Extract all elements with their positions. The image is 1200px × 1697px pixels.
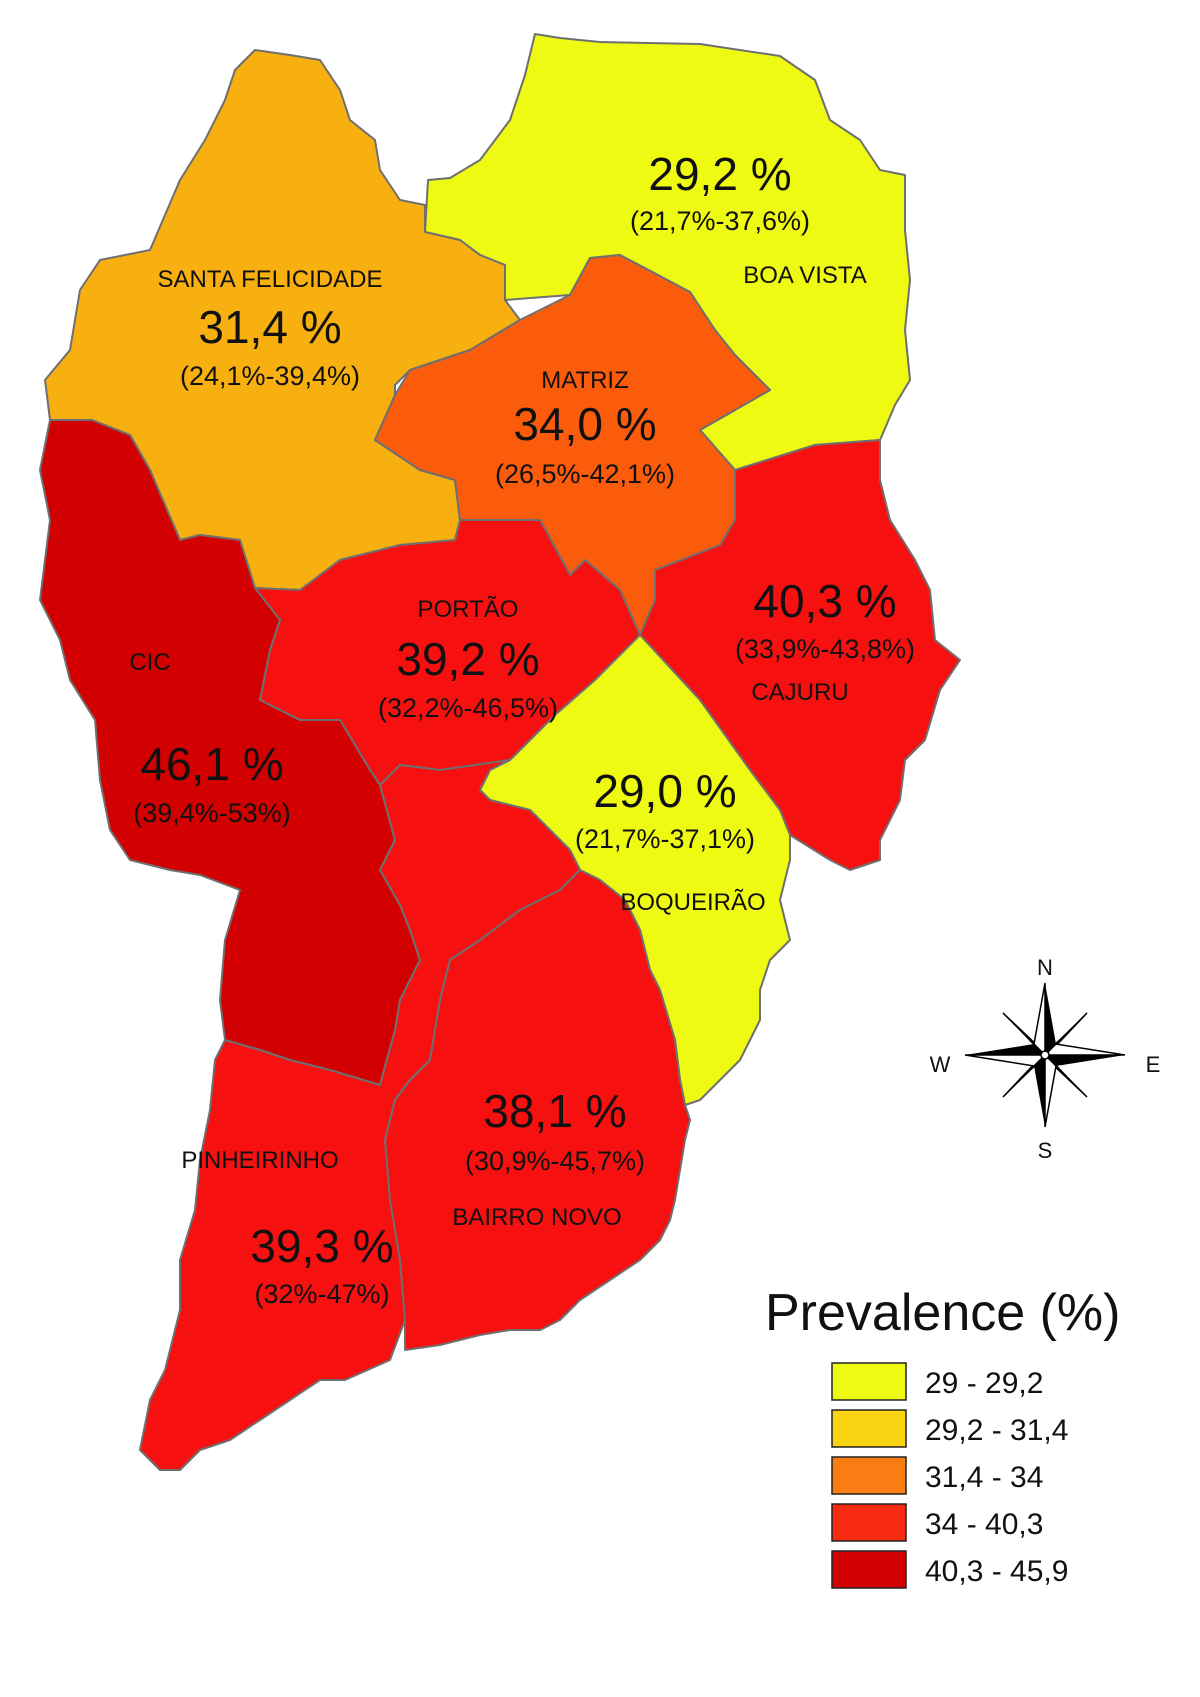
region-ci-boqueirao: (21,7%-37,1%) bbox=[575, 824, 755, 854]
region-ci-matriz: (26,5%-42,1%) bbox=[495, 459, 675, 489]
region-name-santa-felicidade: SANTA FELICIDADE bbox=[158, 266, 383, 293]
region-value-pinheirinho: 39,3 % bbox=[250, 1220, 393, 1272]
region-ci-bairro-novo: (30,9%-45,7%) bbox=[465, 1146, 645, 1176]
region-value-portao: 39,2 % bbox=[396, 633, 539, 685]
region-bairro-novo[interactable] bbox=[384, 869, 691, 1351]
region-name-pinheirinho: PINHEIRINHO bbox=[181, 1147, 338, 1174]
region-ci-cic: (39,4%-53%) bbox=[133, 798, 291, 828]
legend-swatch-1 bbox=[831, 1362, 907, 1401]
legend-label-5: 40,3 - 45,9 bbox=[925, 1555, 1068, 1588]
legend-swatch-4 bbox=[831, 1503, 907, 1542]
compass-west-label: W bbox=[930, 1052, 951, 1077]
region-value-boa-vista: 29,2 % bbox=[648, 148, 791, 200]
region-pinheirinho[interactable] bbox=[139, 759, 581, 1471]
legend-title: Prevalence (%) bbox=[765, 1284, 1120, 1342]
label-boqueirao: 29,0 % (21,7%-37,1%) BOQUEIRÃO bbox=[575, 765, 766, 916]
region-value-cic: 46,1 % bbox=[140, 738, 283, 790]
region-value-santa-felicidade: 31,4 % bbox=[198, 301, 341, 353]
label-cajuru: 40,3 % (33,9%-43,8%) CAJURU bbox=[735, 575, 915, 706]
region-value-cajuru: 40,3 % bbox=[753, 575, 896, 627]
region-name-bairro-novo: BAIRRO NOVO bbox=[452, 1204, 621, 1231]
region-value-matriz: 34,0 % bbox=[513, 398, 656, 450]
region-ci-portao: (32,2%-46,5%) bbox=[378, 693, 558, 723]
legend-swatch-3 bbox=[831, 1456, 907, 1495]
region-ci-boa-vista: (21,7%-37,6%) bbox=[630, 206, 810, 236]
region-name-cic: CIC bbox=[129, 649, 170, 676]
legend-label-4: 34 - 40,3 bbox=[925, 1508, 1043, 1541]
compass-south-label: S bbox=[1038, 1138, 1053, 1163]
legend-label-1: 29 - 29,2 bbox=[925, 1367, 1043, 1400]
region-name-cajuru: CAJURU bbox=[751, 679, 848, 706]
legend-label-2: 29,2 - 31,4 bbox=[925, 1414, 1068, 1447]
region-value-boqueirao: 29,0 % bbox=[593, 765, 736, 817]
label-boa-vista: 29,2 % (21,7%-37,6%) BOA VISTA bbox=[630, 148, 867, 289]
label-portao: PORTÃO 39,2 % (32,2%-46,5%) bbox=[378, 596, 558, 723]
label-pinheirinho: PINHEIRINHO 39,3 % (32%-47%) bbox=[181, 1147, 393, 1309]
legend-swatch-2 bbox=[831, 1409, 907, 1448]
label-matriz: MATRIZ 34,0 % (26,5%-42,1%) bbox=[495, 367, 675, 489]
legend: Prevalence (%) 29 - 29,2 29,2 - 31,4 31,… bbox=[765, 1284, 1120, 1589]
label-bairro-novo: 38,1 % (30,9%-45,7%) BAIRRO NOVO bbox=[452, 1085, 645, 1231]
compass-north-label: N bbox=[1037, 955, 1053, 980]
region-name-boa-vista: BOA VISTA bbox=[743, 262, 867, 289]
legend-label-3: 31,4 - 34 bbox=[925, 1461, 1043, 1494]
region-name-matriz: MATRIZ bbox=[541, 367, 629, 394]
compass-east-label: E bbox=[1146, 1052, 1161, 1077]
region-ci-santa-felicidade: (24,1%-39,4%) bbox=[180, 361, 360, 391]
region-ci-cajuru: (33,9%-43,8%) bbox=[735, 634, 915, 664]
region-name-boqueirao: BOQUEIRÃO bbox=[620, 889, 765, 916]
label-cic: CIC 46,1 % (39,4%-53%) bbox=[129, 649, 290, 828]
region-value-bairro-novo: 38,1 % bbox=[483, 1085, 626, 1137]
region-ci-pinheirinho: (32%-47%) bbox=[254, 1279, 389, 1309]
region-name-portao: PORTÃO bbox=[418, 596, 519, 623]
compass-rose-icon bbox=[964, 982, 1126, 1128]
legend-swatch-5 bbox=[831, 1550, 907, 1589]
label-santa-felicidade: SANTA FELICIDADE 31,4 % (24,1%-39,4%) bbox=[158, 266, 383, 391]
region-cajuru[interactable] bbox=[639, 439, 961, 871]
